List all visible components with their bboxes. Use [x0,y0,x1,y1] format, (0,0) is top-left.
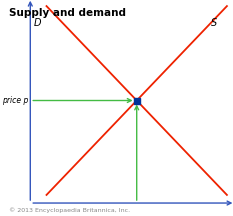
Text: © 2013 Encyclopaedia Britannica, Inc.: © 2013 Encyclopaedia Britannica, Inc. [9,207,130,213]
Text: $D$: $D$ [33,16,42,28]
Text: price p: price p [2,96,29,105]
Text: Supply and demand: Supply and demand [9,8,126,17]
Text: $S$: $S$ [210,16,218,28]
